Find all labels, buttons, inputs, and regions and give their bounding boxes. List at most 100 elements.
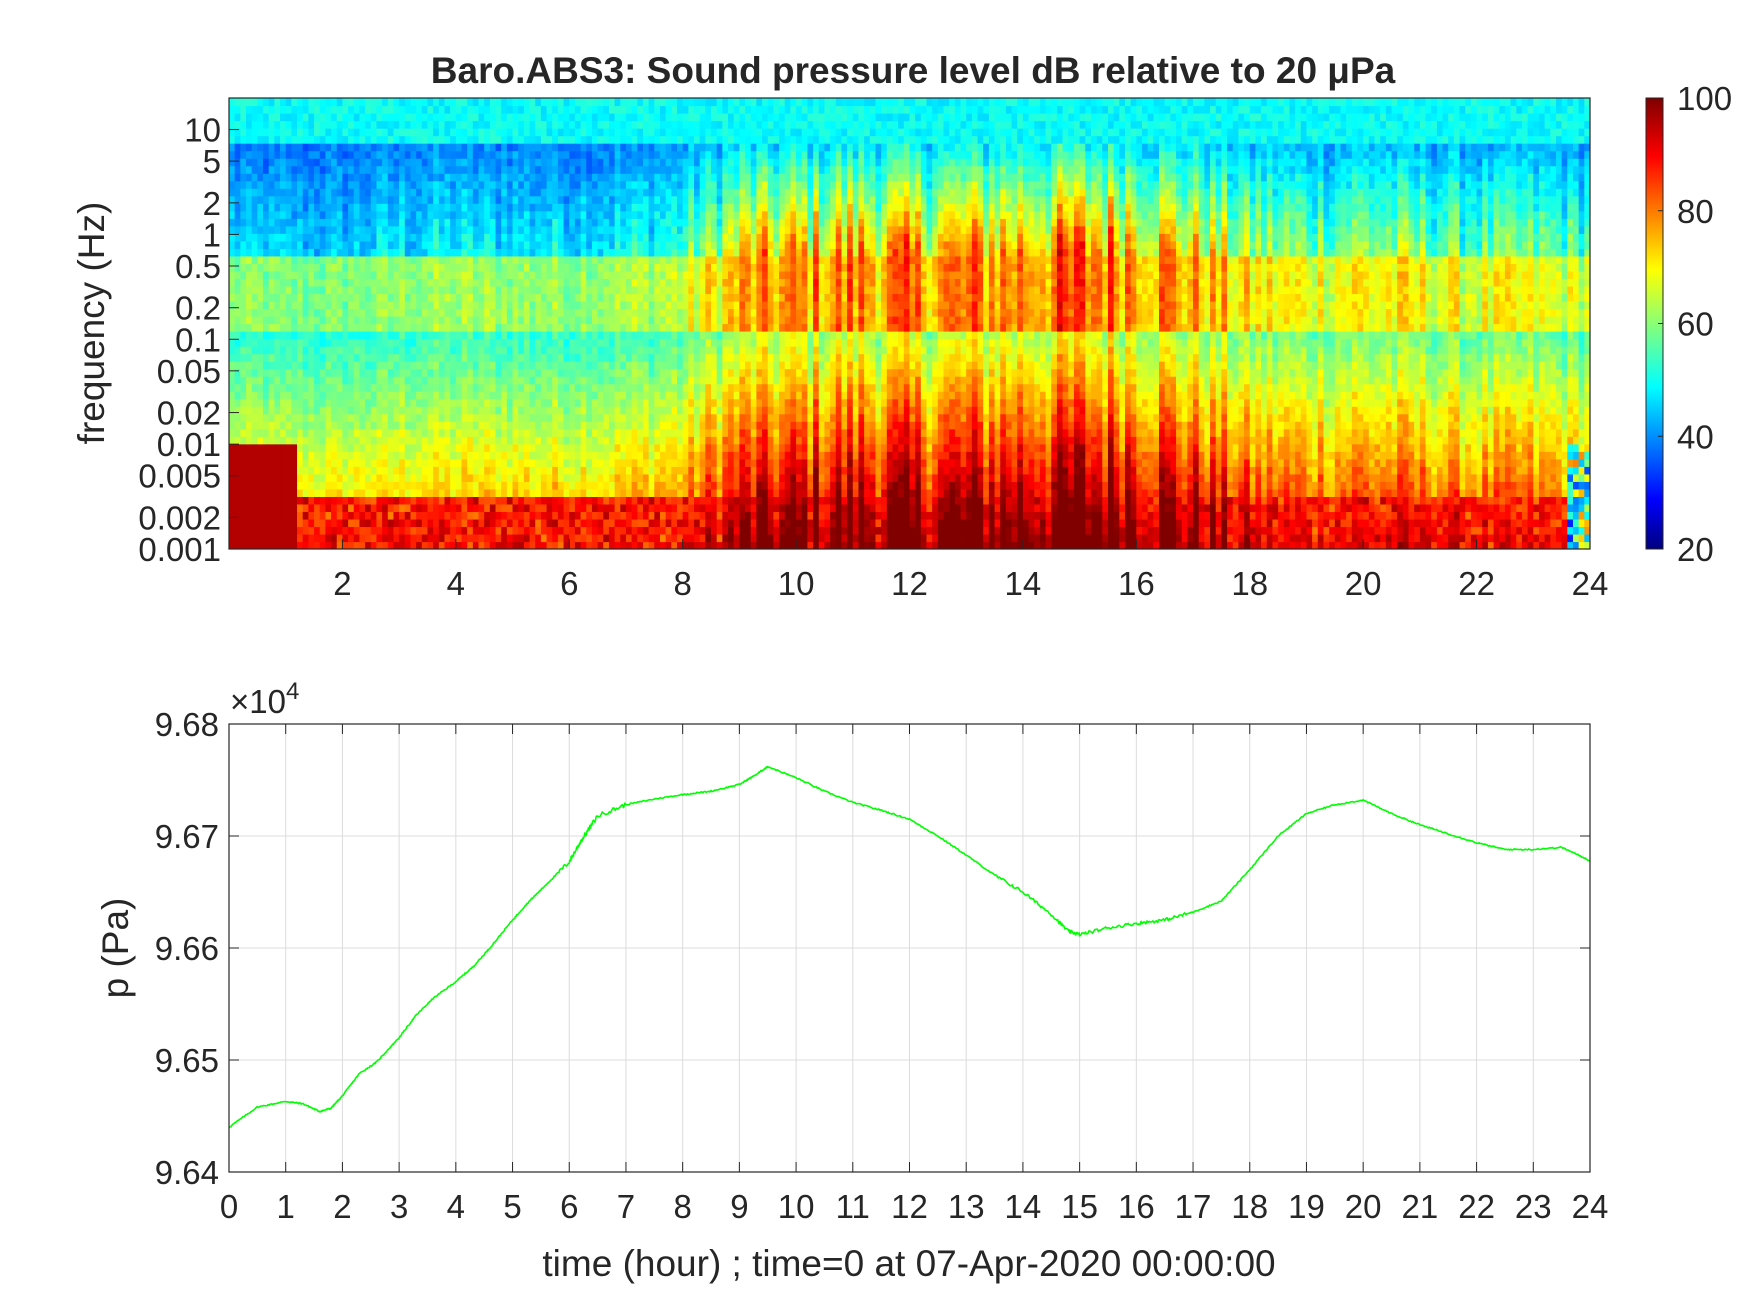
heatmap-cell	[319, 270, 326, 279]
heatmap-cell	[694, 165, 701, 174]
heatmap-cell	[501, 105, 508, 114]
heatmap-cell	[467, 105, 474, 114]
heatmap-cell	[546, 285, 553, 295]
heatmap-cell	[699, 458, 706, 467]
heatmap-cell	[444, 293, 451, 302]
heatmap-cell	[274, 406, 281, 415]
heatmap-cell	[484, 98, 491, 107]
heatmap-cell	[569, 443, 576, 452]
heatmap-cell	[348, 488, 355, 497]
heatmap-cell	[370, 518, 378, 528]
heatmap-cell	[246, 240, 253, 249]
heatmap-cell	[467, 158, 474, 167]
heatmap-cell	[274, 255, 281, 264]
heatmap-cell	[393, 203, 400, 212]
heatmap-cell	[642, 398, 650, 407]
heatmap-cell	[399, 143, 406, 152]
heatmap-cell	[359, 368, 366, 377]
heatmap-cell	[410, 406, 417, 415]
heatmap-cell	[353, 278, 361, 287]
heatmap-cell	[591, 391, 599, 400]
heatmap-cell	[410, 436, 417, 445]
heatmap-cell	[302, 383, 309, 392]
heatmap-cell	[404, 413, 412, 422]
heatmap-cell	[688, 300, 695, 310]
heatmap-cell	[240, 526, 247, 535]
heatmap-cell	[489, 165, 497, 174]
heatmap-cell	[382, 458, 389, 467]
heatmap-cell	[506, 406, 514, 415]
heatmap-cell	[297, 481, 304, 490]
heatmap-cell	[263, 391, 270, 400]
heatmap-cell	[359, 458, 366, 467]
heatmap-cell	[603, 323, 610, 332]
heatmap-cell	[370, 195, 378, 204]
heatmap-cell	[512, 210, 519, 219]
heatmap-cell	[234, 346, 241, 355]
heatmap-cell	[614, 518, 621, 528]
heatmap-cell	[393, 533, 400, 543]
heatmap-cell	[631, 120, 638, 129]
heatmap-cell	[376, 503, 383, 513]
heatmap-cell	[240, 278, 247, 287]
heatmap-cell	[688, 391, 695, 400]
heatmap-cell	[263, 428, 270, 437]
heatmap-cell	[382, 496, 389, 505]
heatmap-cell	[229, 248, 236, 257]
heatmap-cell	[625, 481, 633, 490]
heatmap-cell	[467, 203, 474, 212]
heatmap-cell	[433, 421, 440, 430]
heatmap-cell	[506, 421, 514, 430]
heatmap-cell	[563, 473, 570, 482]
heatmap-cell	[331, 511, 338, 520]
heatmap-cell	[506, 255, 514, 264]
heatmap-cell	[461, 225, 468, 234]
heatmap-cell	[263, 473, 270, 482]
heatmap-cell	[665, 105, 672, 114]
heatmap-cell	[529, 383, 536, 392]
heatmap-cell	[234, 128, 241, 137]
heatmap-cell	[472, 105, 480, 114]
heatmap-cell	[438, 428, 446, 437]
heatmap-cell	[359, 150, 366, 159]
heatmap-cell	[648, 451, 655, 460]
heatmap-cell	[280, 466, 287, 475]
heatmap-cell	[387, 240, 395, 249]
heatmap-cell	[467, 376, 474, 385]
heatmap-cell	[472, 120, 480, 129]
heatmap-cell	[569, 436, 576, 445]
heatmap-cell	[240, 413, 247, 422]
heatmap-cell	[263, 278, 270, 287]
heatmap-cell	[365, 451, 372, 460]
heatmap-cell	[348, 285, 355, 295]
heatmap-cell	[455, 368, 463, 377]
heatmap-cell	[682, 451, 689, 460]
heatmap-cell	[399, 353, 406, 362]
heatmap-cell	[376, 526, 383, 535]
heatmap-cell	[382, 105, 389, 114]
heatmap-cell	[552, 293, 559, 302]
heatmap-cell	[688, 225, 695, 234]
heatmap-cell	[535, 541, 542, 549]
heatmap-cell	[659, 128, 667, 137]
heatmap-cell	[614, 158, 621, 167]
heatmap-cell	[671, 488, 678, 497]
heatmap-cell	[376, 180, 383, 189]
heatmap-cell	[478, 165, 485, 174]
heatmap-cell	[563, 368, 570, 377]
heatmap-cell	[336, 255, 344, 264]
heatmap-cell	[563, 278, 570, 287]
heatmap-cell	[291, 323, 298, 332]
heatmap-cell	[365, 541, 372, 549]
heatmap-cell	[399, 481, 406, 490]
heatmap-cell	[308, 293, 315, 302]
heatmap-cell	[319, 293, 326, 302]
heatmap-cell	[461, 398, 468, 407]
heatmap-cell	[319, 180, 326, 189]
heatmap-cell	[489, 338, 497, 347]
heatmap-cell	[591, 421, 599, 430]
heatmap-cell	[597, 105, 604, 114]
heatmap-cell	[359, 376, 366, 385]
heatmap-cell	[342, 300, 349, 310]
heatmap-cell	[540, 338, 548, 347]
